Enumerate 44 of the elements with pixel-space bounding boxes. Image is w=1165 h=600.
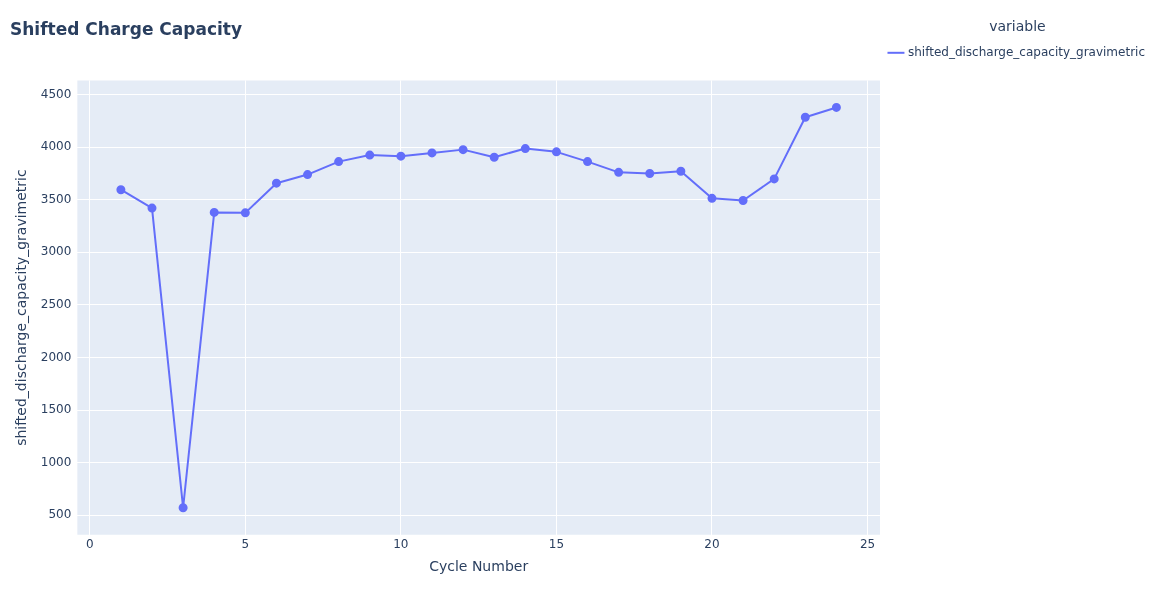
y-tick-label: 4500 (40, 86, 72, 101)
point (334, 157, 344, 167)
point (551, 147, 561, 157)
x-tick-label: 20 (704, 537, 720, 552)
point (209, 207, 219, 217)
point (116, 185, 126, 195)
point (614, 167, 624, 177)
point (489, 152, 499, 162)
x-tick-label: 5 (241, 537, 250, 552)
point (178, 503, 188, 513)
y-tick-label: 3500 (40, 191, 72, 206)
point (271, 178, 281, 188)
point (396, 151, 406, 161)
point (676, 166, 686, 176)
x-tick-label: 10 (393, 537, 409, 552)
point (645, 169, 655, 179)
point (303, 170, 313, 180)
point (831, 102, 841, 112)
y-tick-label: 1500 (40, 402, 72, 417)
y-tick-label: 2500 (40, 297, 72, 312)
x-tick-label: 15 (548, 537, 565, 552)
x-tick-label: 25 (859, 537, 876, 552)
point (707, 193, 717, 203)
x-axis-title: Cycle Number (429, 558, 529, 575)
y-tick-label: 2000 (40, 349, 72, 364)
x-tick-label: 0 (85, 537, 94, 552)
legend-title: variable (989, 17, 1046, 34)
point (147, 203, 157, 213)
point (458, 145, 468, 155)
chart-title: Shifted Charge Capacity (10, 18, 243, 39)
point (738, 196, 748, 206)
point (365, 150, 375, 160)
point (583, 157, 593, 167)
y-tick-label: 1000 (40, 454, 72, 469)
y-axis-title: shifted_discharge_capacity_gravimetric (13, 169, 30, 446)
legend-label: shifted_discharge_capacity_gravimetric (907, 44, 1146, 59)
point (769, 174, 779, 184)
point (520, 144, 530, 154)
y-tick-label: 500 (48, 507, 72, 522)
point (800, 112, 810, 122)
y-tick-label: 4000 (40, 139, 72, 154)
point (427, 148, 437, 158)
point (240, 208, 250, 218)
y-tick-label: 3000 (40, 244, 72, 259)
